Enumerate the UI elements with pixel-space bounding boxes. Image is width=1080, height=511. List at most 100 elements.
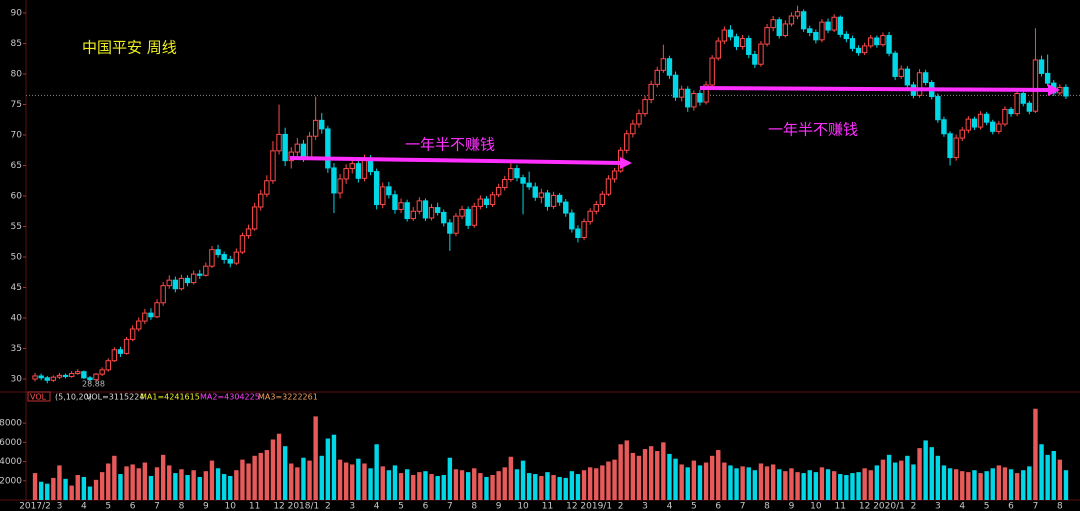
candle-body xyxy=(672,74,679,98)
volume-bar xyxy=(307,460,312,500)
volume-bar xyxy=(301,457,306,500)
volume-bar xyxy=(32,473,38,500)
volume-bar xyxy=(667,453,672,500)
volume-bar xyxy=(594,468,599,500)
candle-body xyxy=(373,171,380,206)
candle-body xyxy=(337,178,343,194)
volume-bar xyxy=(203,471,209,500)
volume-bar xyxy=(1057,459,1063,500)
volume-bar xyxy=(850,473,855,500)
volume-bar xyxy=(795,472,800,500)
candle-body xyxy=(788,15,795,25)
candle-body xyxy=(807,28,813,34)
volume-bar xyxy=(966,472,971,500)
volume-bar xyxy=(313,416,318,500)
volume-bar xyxy=(947,468,953,500)
candle-body xyxy=(392,194,398,210)
volume-bar xyxy=(1021,470,1026,500)
x-tick-label: 2 xyxy=(618,502,624,511)
volume-bar xyxy=(984,471,989,500)
legend-box[interactable] xyxy=(27,391,51,402)
y-tick-label: 40 xyxy=(11,314,23,324)
candle-body xyxy=(752,53,758,65)
x-tick-label: 9 xyxy=(789,502,795,511)
volume-bar xyxy=(228,475,233,500)
volume-bar xyxy=(453,469,459,500)
candle-body xyxy=(550,194,557,207)
volume-bar xyxy=(734,468,739,500)
volume-bar xyxy=(618,444,623,500)
candle-body xyxy=(776,19,782,37)
x-tick-label: 5 xyxy=(105,502,111,511)
x-tick-label: 2 xyxy=(325,502,331,511)
candle-body xyxy=(563,201,569,214)
candle-body xyxy=(739,38,746,48)
volume-bar xyxy=(783,471,788,500)
candle-body xyxy=(282,133,288,162)
candle-body xyxy=(331,167,337,194)
candle-body xyxy=(404,202,410,220)
volume-bar xyxy=(978,473,983,500)
candle-body xyxy=(1014,93,1020,115)
volume-bar xyxy=(636,455,642,500)
volume-bar xyxy=(215,468,221,500)
volume-bar xyxy=(69,485,74,500)
volume-bar xyxy=(484,476,489,500)
candle-body xyxy=(794,11,801,17)
volume-bar xyxy=(106,463,111,500)
candle-body xyxy=(483,198,490,206)
volume-bar xyxy=(356,458,361,500)
x-tick-label: 9 xyxy=(203,502,209,511)
legend-text: MA3=3222261 xyxy=(258,393,318,402)
volume-bar xyxy=(844,475,849,500)
volume-bar xyxy=(691,460,697,500)
y-tick-label: 8000 xyxy=(0,419,22,429)
volume-bar xyxy=(404,469,410,500)
candle-body xyxy=(422,200,429,219)
volume-bar xyxy=(392,465,398,500)
volume-bar xyxy=(1002,467,1008,500)
candle-body xyxy=(1038,59,1045,74)
x-tick-label: 5 xyxy=(691,502,697,511)
candle-body xyxy=(685,88,691,108)
candle-body xyxy=(526,182,532,188)
volume-bar xyxy=(728,465,733,500)
volume-bar xyxy=(350,464,355,500)
volume-bar xyxy=(472,468,477,500)
candle-body xyxy=(471,205,477,226)
volume-bar xyxy=(191,470,196,500)
volume-bar xyxy=(459,470,465,500)
candle-body xyxy=(861,45,868,54)
volume-bar xyxy=(234,470,239,500)
x-tick-label: 6 xyxy=(130,502,136,511)
candle-body xyxy=(233,251,240,264)
volume-bar xyxy=(746,467,751,500)
candle-body xyxy=(434,207,441,213)
volume-bar xyxy=(75,475,80,500)
x-tick-label: 3 xyxy=(642,502,648,511)
candle-body xyxy=(611,170,618,180)
candle-body xyxy=(990,121,996,132)
volume-bar xyxy=(496,471,501,500)
volume-bar xyxy=(740,466,745,500)
candle-body xyxy=(465,208,471,226)
candle-body xyxy=(136,320,142,330)
y-tick-label: 45 xyxy=(11,283,22,293)
volume-bar xyxy=(600,465,605,500)
candle-body xyxy=(166,279,172,287)
x-tick-label: 11 xyxy=(835,502,846,511)
volume-bar xyxy=(661,442,666,500)
volume-bar xyxy=(1008,469,1014,500)
volume-bar xyxy=(758,463,764,500)
candle-body xyxy=(239,235,246,253)
candle-body xyxy=(886,35,892,54)
y-tick-label: 75 xyxy=(11,100,22,110)
candle-body xyxy=(111,349,118,362)
candle-body xyxy=(184,277,191,284)
x-tick-label: 2020/1 xyxy=(873,502,905,511)
candle-body xyxy=(1020,93,1026,104)
chart-title: 中国平安 周线 xyxy=(82,39,177,57)
candle-body xyxy=(251,206,258,230)
candle-body xyxy=(800,11,807,30)
volume-bar xyxy=(118,474,123,500)
